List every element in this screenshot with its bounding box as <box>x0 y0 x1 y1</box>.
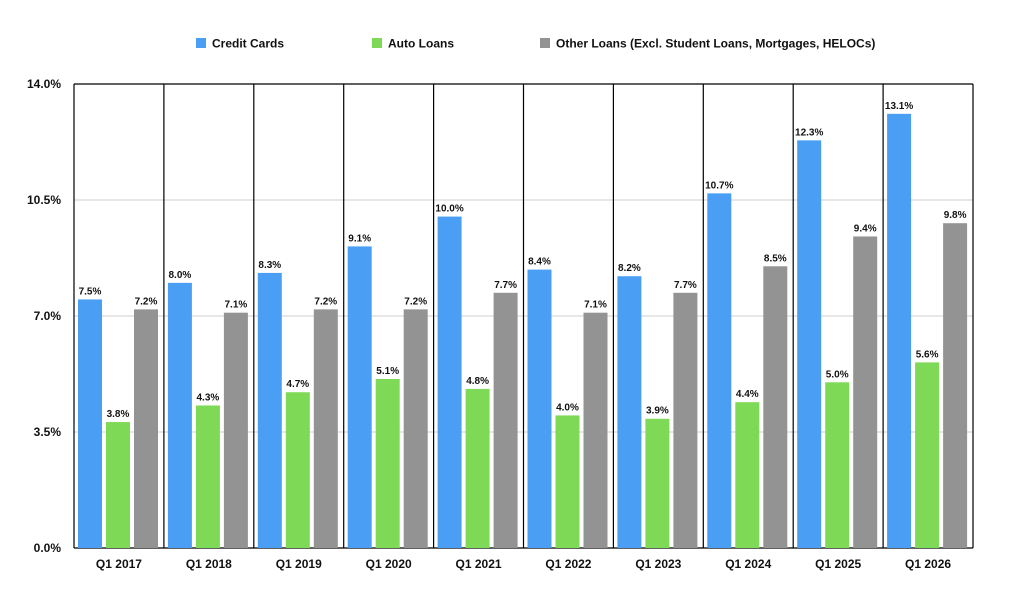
data-label: 4.0% <box>556 402 579 413</box>
data-label: 7.7% <box>674 280 697 291</box>
data-label: 7.2% <box>404 296 427 307</box>
y-tick-label: 0.0% <box>34 541 62 555</box>
bar <box>375 378 400 548</box>
bar <box>195 405 220 548</box>
data-label: 4.3% <box>197 392 220 403</box>
bar <box>763 266 788 548</box>
data-label: 7.2% <box>135 296 158 307</box>
data-label: 9.8% <box>944 210 967 221</box>
bar <box>825 382 850 548</box>
bar <box>707 193 732 548</box>
y-tick-label: 7.0% <box>34 309 62 323</box>
x-tick-label: Q1 2019 <box>276 557 322 571</box>
data-label: 4.4% <box>736 389 759 400</box>
bar <box>347 246 372 548</box>
bar <box>134 309 158 548</box>
bar <box>106 422 130 548</box>
bar <box>617 276 642 548</box>
data-label: 9.1% <box>348 233 371 244</box>
legend-swatch <box>540 38 550 48</box>
bar <box>465 388 490 548</box>
data-label: 3.8% <box>107 409 130 420</box>
data-label: 5.6% <box>916 349 939 360</box>
data-label: 4.8% <box>466 376 489 387</box>
bar <box>493 292 518 548</box>
x-tick-label: Q1 2024 <box>725 557 771 571</box>
bar <box>403 309 428 548</box>
data-label: 8.4% <box>528 257 551 268</box>
category-separators <box>73 84 974 548</box>
x-tick-label: Q1 2017 <box>96 557 142 571</box>
x-tick-label: Q1 2018 <box>186 557 232 571</box>
bar <box>555 415 580 548</box>
data-label: 5.1% <box>376 366 399 377</box>
x-tick-label: Q1 2026 <box>905 557 951 571</box>
data-label: 7.5% <box>79 286 102 297</box>
bar <box>673 292 698 548</box>
bar <box>285 392 310 548</box>
legend-label: Credit Cards <box>212 37 284 51</box>
data-labels: 7.5% 3.8% 7.2% 8.0% 4.3% 7.1% 8.3% 4.7% 7.2% 9.1%… <box>79 101 967 420</box>
bar <box>313 309 338 548</box>
bar <box>257 272 282 548</box>
bar <box>735 402 760 548</box>
data-label: 10.7% <box>705 180 733 191</box>
data-label: 7.7% <box>494 280 517 291</box>
data-label: 5.0% <box>826 369 849 380</box>
legend-swatch <box>372 38 382 48</box>
data-label: 3.9% <box>646 406 669 417</box>
data-label: 8.0% <box>169 270 192 281</box>
legend-swatch <box>196 38 206 48</box>
x-tick-label: Q1 2020 <box>366 557 412 571</box>
bar <box>943 223 968 548</box>
data-label: 7.1% <box>584 300 607 311</box>
data-label: 13.1% <box>885 101 913 112</box>
bar <box>167 282 192 548</box>
data-label: 10.0% <box>435 204 463 215</box>
bar <box>853 236 878 548</box>
legend-label: Other Loans (Excl. Student Loans, Mortga… <box>556 37 875 51</box>
data-label: 7.1% <box>225 300 248 311</box>
data-label: 8.5% <box>764 253 787 264</box>
y-tick-label: 3.5% <box>34 425 62 439</box>
bar <box>78 299 102 548</box>
legend: Credit Cards Auto Loans Other Loans (Excl.… <box>196 37 875 51</box>
legend-label: Auto Loans <box>388 37 454 51</box>
data-label: 8.2% <box>618 263 641 274</box>
y-axis-tick-labels: 0.0% 3.5% 7.0% 10.5% 14.0% <box>27 77 61 555</box>
bar <box>583 312 608 548</box>
bar <box>645 418 670 548</box>
bar <box>223 312 248 548</box>
bar <box>915 362 940 548</box>
x-tick-label: Q1 2021 <box>456 557 502 571</box>
bar <box>437 216 462 549</box>
bar <box>797 140 822 549</box>
bars <box>78 113 968 549</box>
data-label: 9.4% <box>854 223 877 234</box>
x-axis-tick-labels: Q1 2017 Q1 2018 Q1 2019 Q1 2020 Q1 2021 Q1 20… <box>96 557 951 571</box>
data-label: 8.3% <box>258 260 281 271</box>
x-tick-label: Q1 2022 <box>545 557 591 571</box>
bar <box>527 269 552 548</box>
data-label: 7.2% <box>314 296 337 307</box>
bar <box>887 113 912 548</box>
y-tick-label: 10.5% <box>27 193 61 207</box>
x-tick-label: Q1 2025 <box>815 557 861 571</box>
x-tick-label: Q1 2023 <box>635 557 681 571</box>
y-tick-label: 14.0% <box>27 77 61 91</box>
data-label: 4.7% <box>286 379 309 390</box>
data-label: 12.3% <box>795 127 823 138</box>
